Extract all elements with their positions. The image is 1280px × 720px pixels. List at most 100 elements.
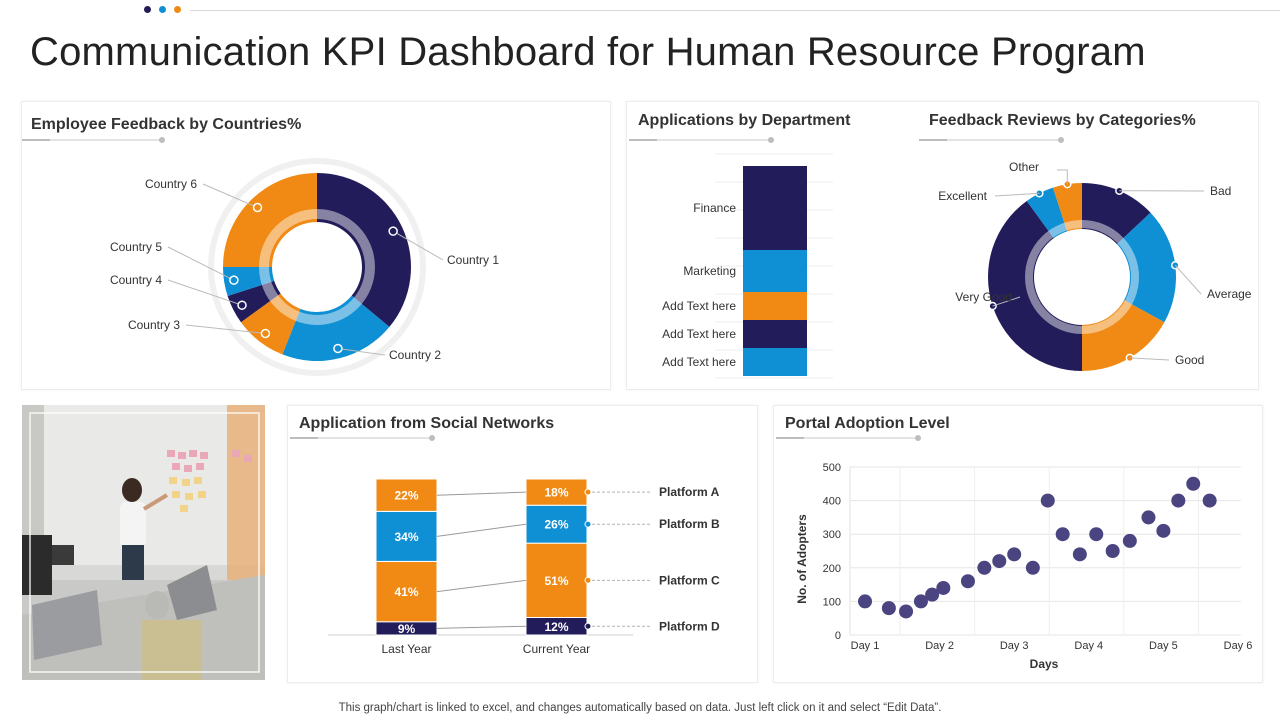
data-point	[1089, 527, 1104, 542]
header-rule	[190, 10, 1280, 11]
panel-title: Feedback Reviews by Categories%	[929, 112, 1196, 129]
donut-slice	[1052, 183, 1082, 232]
office-meeting-photo	[22, 405, 265, 680]
category-label: Country 3	[128, 318, 180, 332]
data-label: 34%	[394, 530, 418, 544]
department-bar-segment	[743, 292, 807, 320]
leader-line	[1129, 357, 1170, 361]
data-point	[1040, 493, 1055, 508]
panel-social-networks: Application from Social Networks 9% 41% 34…	[287, 405, 758, 683]
data-point	[1156, 523, 1171, 538]
label-marker	[584, 576, 592, 584]
category-label: Current Year	[523, 642, 590, 656]
stacked-bar-segment	[375, 478, 438, 512]
x-tick-label: Day 5	[1149, 640, 1178, 652]
leader-line	[1057, 169, 1068, 185]
department-label: Marketing	[683, 264, 736, 278]
data-label: 12%	[544, 620, 568, 634]
donut-slice	[1082, 183, 1151, 245]
data-point	[936, 580, 951, 595]
leader-line	[992, 296, 1021, 307]
category-label: Country 4	[110, 273, 162, 287]
leader-line	[337, 348, 386, 356]
department-bar-segment	[743, 250, 807, 292]
connector-line	[436, 625, 527, 629]
legend-label: Platform C	[659, 573, 720, 587]
data-label: 26%	[544, 518, 568, 532]
panel-title: Portal Adoption Level	[785, 415, 950, 432]
title-underline	[919, 137, 1064, 143]
y-tick-label: 0	[835, 630, 841, 642]
connector-line	[436, 579, 527, 593]
y-tick-label: 500	[823, 462, 841, 474]
donut-inner-ring	[1025, 220, 1139, 334]
label-marker	[584, 622, 592, 630]
panel-portal-adoption: Portal Adoption Level 0 100 200 300 400 500 Da…	[773, 405, 1263, 683]
data-point	[899, 604, 914, 619]
donut-slice	[988, 200, 1082, 371]
x-tick-label: Day 3	[1000, 640, 1029, 652]
donut-slice	[1116, 212, 1176, 323]
data-point	[1122, 533, 1137, 548]
data-point	[992, 554, 1007, 569]
donut-slice	[227, 280, 281, 323]
department-label: Add Text here	[662, 299, 736, 313]
data-point	[1007, 547, 1022, 562]
data-point	[925, 587, 940, 602]
label-marker	[252, 202, 263, 213]
x-tick-label: Day 1	[851, 640, 880, 652]
label-marker	[333, 343, 343, 354]
category-label: Bad	[1210, 184, 1231, 198]
category-label: Country 1	[447, 253, 499, 267]
header-dot	[144, 6, 151, 13]
footer-note: This graph/chart is linked to excel, and…	[338, 702, 942, 714]
department-bar-segment	[743, 348, 807, 376]
data-point	[1171, 493, 1186, 508]
y-tick-label: 400	[823, 496, 841, 508]
donut-outer-ring	[208, 158, 426, 376]
data-label: 41%	[394, 585, 418, 599]
x-tick-label: Day 2	[925, 640, 954, 652]
category-label: Very Good	[955, 290, 1012, 304]
x-tick-label: Day 6	[1224, 640, 1253, 652]
leader-line	[167, 246, 235, 281]
data-point	[1055, 527, 1070, 542]
category-label: Average	[1207, 287, 1252, 301]
x-axis-title: Days	[1030, 657, 1059, 671]
connector-line	[436, 491, 527, 496]
stacked-bar-segment	[375, 510, 438, 562]
panel-title: Applications by Department	[638, 112, 851, 129]
title-underline	[22, 137, 165, 143]
panel-feedback-countries: Employee Feedback by Countries% Country …	[21, 101, 611, 390]
panel-title: Employee Feedback by Countries%	[31, 116, 302, 133]
header-dot	[159, 6, 166, 13]
donut-slice	[240, 293, 301, 355]
y-tick-label: 100	[823, 596, 841, 608]
donut-slice	[1082, 300, 1165, 371]
countries-donut-chart: Country 1 Country 2 Country 3 Country 4 Coun…	[110, 158, 499, 376]
title-underline	[629, 137, 774, 143]
data-label: 18%	[544, 486, 568, 500]
y-tick-label: 300	[823, 529, 841, 541]
data-label: 22%	[394, 489, 418, 503]
leader-line	[167, 279, 243, 306]
donut-slice	[1026, 187, 1068, 239]
header-dots	[144, 6, 181, 13]
panel-title: Application from Social Networks	[299, 415, 555, 432]
y-axis-title: No. of Adopters	[795, 514, 809, 604]
panel-department-categories: Applications by Department Finance Market…	[626, 101, 1259, 390]
department-bar-segment	[743, 166, 807, 250]
y-tick-label: 200	[823, 563, 841, 575]
donut-slice	[317, 173, 411, 327]
social-networks-stacked-bar-chart: 9% 41% 34% 22% Last Year 12% 51% 26% 18% Current …	[328, 478, 720, 656]
data-point	[1105, 544, 1120, 558]
data-point	[977, 560, 992, 575]
header-dot	[174, 6, 181, 13]
data-point	[1072, 547, 1087, 562]
legend-label: Platform A	[659, 485, 720, 499]
data-point	[960, 574, 975, 589]
donut-inner-ring	[259, 209, 375, 325]
donut-slice	[223, 267, 275, 297]
data-point	[881, 601, 896, 616]
leader-line	[202, 183, 258, 208]
